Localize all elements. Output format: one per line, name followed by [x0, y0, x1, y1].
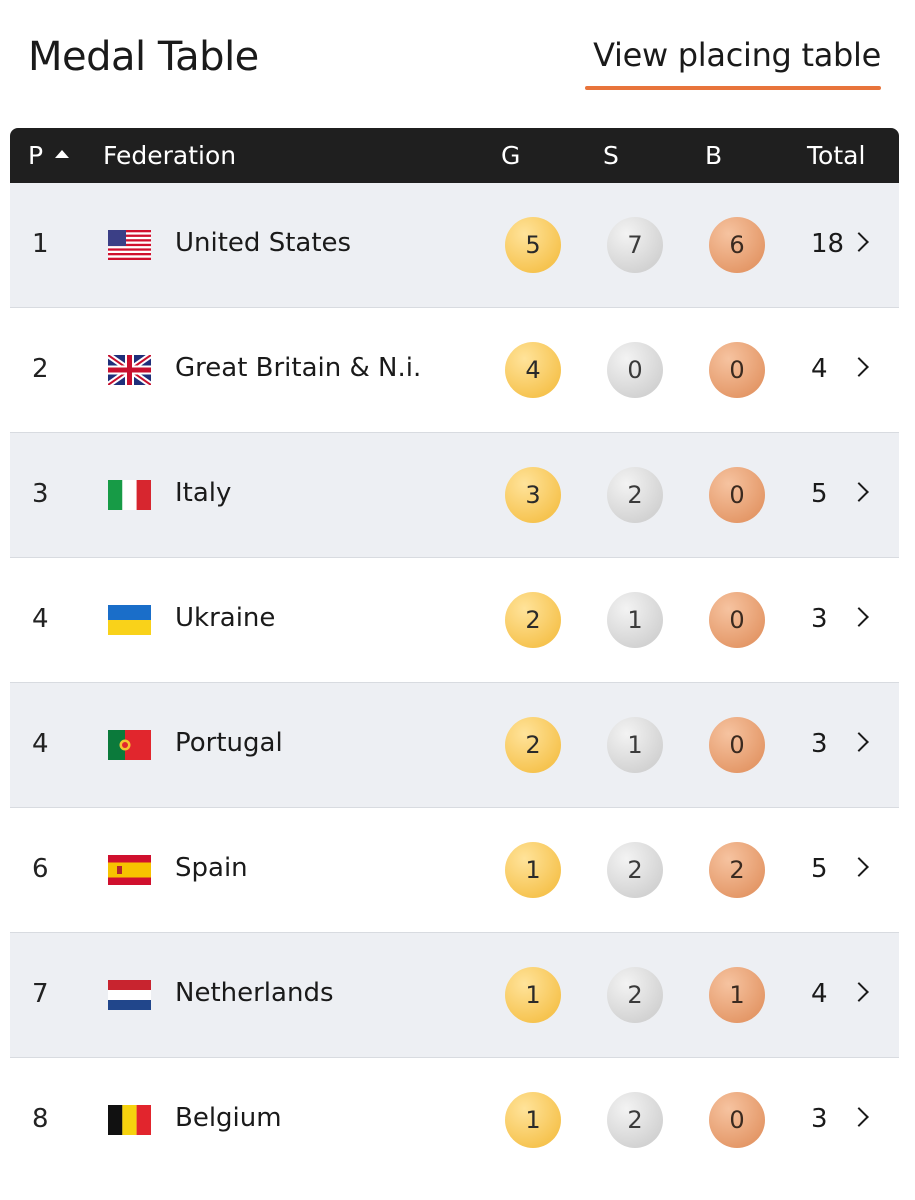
chevron-right-icon[interactable] [848, 1102, 876, 1138]
rank: 4 [32, 604, 49, 634]
it-flag-icon [108, 480, 151, 510]
bronze-medal-count: 0 [709, 592, 765, 648]
table-row[interactable]: 2 Great Britain & N.i. 4 0 0 4 [10, 308, 899, 433]
table-row[interactable]: 8 Belgium 1 2 0 3 [10, 1058, 899, 1183]
total-column-header: Total [807, 141, 866, 170]
table-row[interactable]: 3 Italy 3 2 0 5 [10, 433, 899, 558]
chevron-right-icon[interactable] [848, 352, 876, 388]
rank: 3 [32, 479, 49, 509]
gold-medal-count: 4 [505, 342, 561, 398]
rank: 8 [32, 1104, 49, 1134]
silver-medal-count: 2 [607, 842, 663, 898]
bronze-medal-count: 0 [709, 467, 765, 523]
federation-name: Italy [175, 478, 232, 508]
table-row[interactable]: 4 Ukraine 2 1 0 3 [10, 558, 899, 683]
gold-medal-count: 2 [505, 592, 561, 648]
chevron-right-icon[interactable] [848, 227, 876, 263]
silver-column-header: S [603, 141, 619, 170]
federation-name: United States [175, 228, 352, 258]
be-flag-icon [108, 1105, 151, 1135]
silver-medal-count: 2 [607, 1092, 663, 1148]
federation-name: Netherlands [175, 978, 334, 1008]
position-header-label: P [28, 141, 44, 170]
gold-column-header: G [501, 141, 521, 170]
federation-name: Portugal [175, 728, 283, 758]
chevron-right-icon[interactable] [848, 477, 876, 513]
chevron-right-icon[interactable] [848, 852, 876, 888]
silver-medal-count: 7 [607, 217, 663, 273]
page-title: Medal Table [28, 34, 259, 80]
gold-medal-count: 1 [505, 1092, 561, 1148]
link-underline [585, 86, 881, 90]
total-medal-count: 4 [811, 354, 828, 384]
gold-medal-count: 1 [505, 842, 561, 898]
bronze-medal-count: 0 [709, 1092, 765, 1148]
chevron-right-icon[interactable] [848, 602, 876, 638]
gb-flag-icon [108, 355, 151, 385]
gold-medal-count: 5 [505, 217, 561, 273]
table-row[interactable]: 4 Portugal 2 1 0 3 [10, 683, 899, 808]
table-row[interactable]: 7 Netherlands 1 2 1 4 [10, 933, 899, 1058]
federation-name: Great Britain & N.i. [175, 353, 422, 383]
medal-table: P Federation G S B Total 1 United States… [10, 128, 899, 1183]
total-medal-count: 5 [811, 854, 828, 884]
total-medal-count: 4 [811, 979, 828, 1009]
pt-flag-icon [108, 730, 151, 760]
us-flag-icon [108, 230, 151, 260]
rank: 4 [32, 729, 49, 759]
view-placing-table-link[interactable]: View placing table [593, 36, 881, 74]
silver-medal-count: 0 [607, 342, 663, 398]
bronze-column-header: B [705, 141, 723, 170]
position-column-header[interactable]: P [28, 141, 70, 170]
bronze-medal-count: 6 [709, 217, 765, 273]
silver-medal-count: 1 [607, 717, 663, 773]
rank: 7 [32, 979, 49, 1009]
nl-flag-icon [108, 980, 151, 1010]
bronze-medal-count: 0 [709, 342, 765, 398]
total-medal-count: 3 [811, 729, 828, 759]
table-header: P Federation G S B Total [10, 128, 899, 183]
table-row[interactable]: 6 Spain 1 2 2 5 [10, 808, 899, 933]
total-medal-count: 18 [811, 229, 845, 259]
bronze-medal-count: 1 [709, 967, 765, 1023]
rank: 2 [32, 354, 49, 384]
gold-medal-count: 2 [505, 717, 561, 773]
gold-medal-count: 3 [505, 467, 561, 523]
es-flag-icon [108, 855, 151, 885]
federation-column-header: Federation [103, 141, 237, 170]
bronze-medal-count: 0 [709, 717, 765, 773]
federation-name: Ukraine [175, 603, 276, 633]
chevron-right-icon[interactable] [848, 977, 876, 1013]
bronze-medal-count: 2 [709, 842, 765, 898]
silver-medal-count: 2 [607, 967, 663, 1023]
silver-medal-count: 2 [607, 467, 663, 523]
rank: 1 [32, 229, 49, 259]
total-medal-count: 3 [811, 604, 828, 634]
rank: 6 [32, 854, 49, 884]
caret-up-icon [55, 150, 70, 158]
federation-name: Belgium [175, 1103, 282, 1133]
chevron-right-icon[interactable] [848, 727, 876, 763]
total-medal-count: 3 [811, 1104, 828, 1134]
total-medal-count: 5 [811, 479, 828, 509]
table-row[interactable]: 1 United States 5 7 6 18 [10, 183, 899, 308]
gold-medal-count: 1 [505, 967, 561, 1023]
ua-flag-icon [108, 605, 151, 635]
silver-medal-count: 1 [607, 592, 663, 648]
federation-name: Spain [175, 853, 248, 883]
